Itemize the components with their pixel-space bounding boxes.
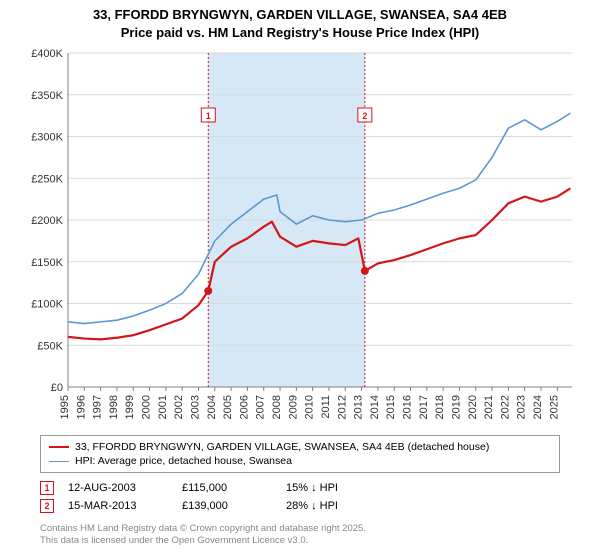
svg-text:£400K: £400K <box>31 49 63 60</box>
marker-row: 1 12-AUG-2003 £115,000 15% ↓ HPI <box>40 479 560 497</box>
svg-text:2015: 2015 <box>385 395 397 419</box>
svg-text:2013: 2013 <box>353 395 365 419</box>
svg-text:1996: 1996 <box>75 395 87 419</box>
legend-label-hpi: HPI: Average price, detached house, Swan… <box>75 455 292 467</box>
svg-text:2020: 2020 <box>467 395 479 419</box>
chart-title: 33, FFORDD BRYNGWYN, GARDEN VILLAGE, SWA… <box>0 0 600 43</box>
svg-text:1997: 1997 <box>92 395 104 419</box>
svg-text:2001: 2001 <box>157 395 169 419</box>
marker-hpi-compare: 28% ↓ HPI <box>286 500 376 512</box>
marker-date: 12-AUG-2003 <box>68 482 168 494</box>
svg-text:2021: 2021 <box>483 395 495 419</box>
svg-text:£100K: £100K <box>31 299 63 311</box>
footer-attribution: Contains HM Land Registry data © Crown c… <box>40 523 560 547</box>
price-chart: £0 £50K £100K £150K £200K £250K £300K £350K £400… <box>20 49 580 429</box>
marker-table: 1 12-AUG-2003 £115,000 15% ↓ HPI 2 15-MAR-201… <box>40 479 560 515</box>
svg-text:2010: 2010 <box>304 395 316 419</box>
svg-text:£0: £0 <box>51 382 63 394</box>
svg-text:2024: 2024 <box>532 395 544 419</box>
marker-badge: 1 <box>40 481 54 495</box>
svg-text:£50K: £50K <box>37 340 63 352</box>
svg-text:£350K: £350K <box>31 90 63 102</box>
svg-text:1999: 1999 <box>124 395 136 419</box>
marker-price: £139,000 <box>182 500 272 512</box>
marker-price: £115,000 <box>182 482 272 494</box>
svg-text:2002: 2002 <box>173 395 185 419</box>
legend-swatch-property <box>49 446 69 448</box>
legend-row-property: 33, FFORDD BRYNGWYN, GARDEN VILLAGE, SWA… <box>49 440 551 454</box>
marker-hpi-compare: 15% ↓ HPI <box>286 482 376 494</box>
marker-date: 15-MAR-2013 <box>68 500 168 512</box>
svg-text:2007: 2007 <box>255 395 267 419</box>
svg-text:2016: 2016 <box>402 395 414 419</box>
svg-text:2023: 2023 <box>516 395 528 419</box>
title-line2: Price paid vs. HM Land Registry's House … <box>121 25 480 40</box>
svg-text:1995: 1995 <box>59 395 71 419</box>
svg-text:2003: 2003 <box>189 395 201 419</box>
svg-text:£150K: £150K <box>31 257 63 269</box>
svg-text:2006: 2006 <box>238 395 250 419</box>
marker-row: 2 15-MAR-2013 £139,000 28% ↓ HPI <box>40 497 560 515</box>
svg-text:2008: 2008 <box>271 395 283 419</box>
svg-text:1: 1 <box>206 111 211 121</box>
legend-row-hpi: HPI: Average price, detached house, Swan… <box>49 454 551 468</box>
svg-text:2009: 2009 <box>287 395 299 419</box>
title-line1: 33, FFORDD BRYNGWYN, GARDEN VILLAGE, SWA… <box>93 7 507 22</box>
svg-text:2005: 2005 <box>222 395 234 419</box>
svg-text:£300K: £300K <box>31 132 63 144</box>
svg-text:2011: 2011 <box>320 395 332 419</box>
svg-text:2025: 2025 <box>548 395 560 419</box>
svg-text:£200K: £200K <box>31 215 63 227</box>
svg-text:1998: 1998 <box>108 395 120 419</box>
svg-text:2022: 2022 <box>499 395 511 419</box>
svg-text:2014: 2014 <box>369 395 381 419</box>
svg-text:2012: 2012 <box>336 395 348 419</box>
footer-line1: Contains HM Land Registry data © Crown c… <box>40 523 560 535</box>
chart-container: £0 £50K £100K £150K £200K £250K £300K £350K £400… <box>20 49 580 429</box>
svg-text:2000: 2000 <box>141 395 153 419</box>
svg-text:2017: 2017 <box>418 395 430 419</box>
footer-line2: This data is licensed under the Open Gov… <box>40 535 560 547</box>
svg-text:£250K: £250K <box>31 173 63 185</box>
svg-text:2: 2 <box>362 111 367 121</box>
svg-text:2004: 2004 <box>206 395 218 419</box>
legend-label-property: 33, FFORDD BRYNGWYN, GARDEN VILLAGE, SWA… <box>75 441 489 453</box>
svg-text:2018: 2018 <box>434 395 446 419</box>
legend: 33, FFORDD BRYNGWYN, GARDEN VILLAGE, SWA… <box>40 435 560 473</box>
legend-swatch-hpi <box>49 461 69 462</box>
svg-text:2019: 2019 <box>450 395 462 419</box>
marker-badge: 2 <box>40 499 54 513</box>
